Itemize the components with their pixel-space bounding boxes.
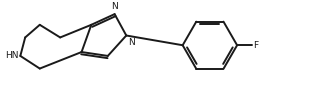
Text: F: F — [253, 41, 258, 50]
Text: N: N — [128, 38, 135, 47]
Text: N: N — [111, 2, 118, 11]
Text: HN: HN — [5, 51, 18, 60]
